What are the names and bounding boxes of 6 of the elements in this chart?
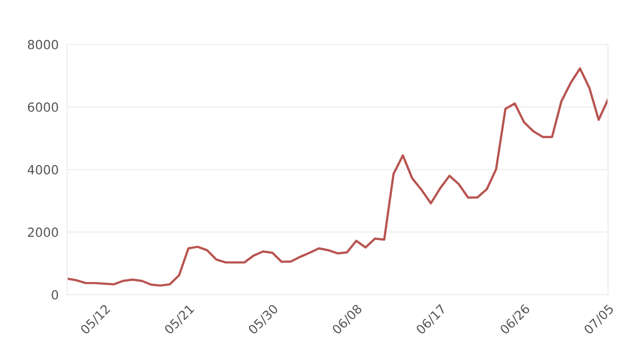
y-tick-label: 4000 (28, 164, 58, 174)
line-series (67, 67, 608, 287)
y-tick-label: 6000 (28, 102, 58, 112)
y-tick-label: 0 (52, 290, 58, 300)
y-tick-label: 8000 (28, 40, 58, 50)
y-tick-label: 2000 (28, 228, 58, 238)
